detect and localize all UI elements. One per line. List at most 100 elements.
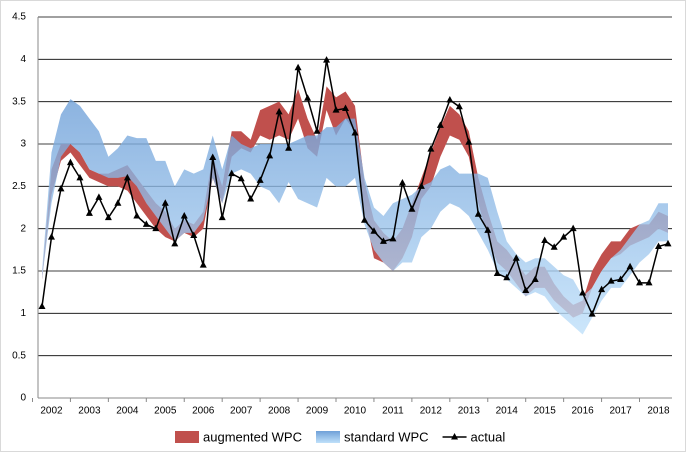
actual-marker <box>199 261 207 268</box>
actual-marker <box>209 153 217 161</box>
actual-marker <box>560 233 568 240</box>
x-tick-label: 2013 <box>458 406 481 417</box>
actual-marker <box>636 278 644 286</box>
x-tick-label: 2008 <box>268 406 291 417</box>
actual-marker <box>484 226 492 233</box>
actual-marker <box>417 182 425 189</box>
actual-marker <box>427 145 435 152</box>
actual-marker <box>598 285 606 293</box>
x-tick-label: 2004 <box>116 406 139 417</box>
y-tick-label: 4.5 <box>12 12 26 23</box>
actual-marker <box>569 224 577 232</box>
y-tick-label: 4 <box>20 54 26 65</box>
actual-marker <box>512 254 520 261</box>
legend-text: actual <box>471 429 506 444</box>
actual-marker <box>474 210 482 217</box>
actual-marker <box>579 289 587 296</box>
actual-marker <box>114 199 122 206</box>
actual-marker <box>152 224 160 232</box>
x-tick-label: 2007 <box>230 406 253 417</box>
actual-marker <box>57 184 65 192</box>
actual-marker <box>389 234 397 242</box>
actual-marker <box>503 273 511 281</box>
actual-marker <box>190 231 198 238</box>
actual-marker <box>76 173 84 181</box>
y-tick-label: 0.5 <box>12 350 26 361</box>
actual-marker <box>38 302 46 310</box>
actual-marker <box>541 236 549 244</box>
x-tick-label: 2009 <box>306 406 329 417</box>
x-tick-label: 2015 <box>534 406 557 417</box>
x-tick-label: 2006 <box>192 406 215 417</box>
actual-marker <box>66 158 74 166</box>
band-area <box>42 99 668 335</box>
actual-marker <box>266 151 274 159</box>
y-tick-label: 3.5 <box>12 96 26 107</box>
actual-marker <box>455 102 463 110</box>
actual-marker <box>323 56 331 63</box>
actual-marker <box>522 286 530 293</box>
y-tick-label: 0 <box>20 393 26 404</box>
x-tick-label: 2010 <box>344 406 367 417</box>
x-tick-label: 2014 <box>496 406 519 417</box>
actual-marker <box>95 193 103 200</box>
legend-swatch <box>316 431 340 443</box>
legend-swatch <box>175 431 199 443</box>
actual-marker <box>247 195 255 202</box>
actual-marker <box>171 239 179 247</box>
actual-marker <box>607 277 615 284</box>
actual-marker <box>493 269 501 277</box>
actual-marker <box>294 63 302 71</box>
actual-marker <box>342 104 350 111</box>
actual-marker <box>588 310 596 317</box>
actual-marker <box>617 275 625 282</box>
x-tick-label: 2018 <box>647 406 670 417</box>
actual-marker <box>379 237 387 244</box>
x-tick-label: 2002 <box>40 406 63 417</box>
actual-marker <box>47 233 55 240</box>
y-tick-label: 3 <box>20 139 26 150</box>
actual-marker <box>446 95 454 103</box>
actual-marker <box>104 213 112 221</box>
actual-marker <box>664 239 672 247</box>
actual-marker <box>228 169 236 177</box>
actual-marker <box>85 209 93 216</box>
actual-marker <box>645 278 653 286</box>
actual-marker <box>332 106 340 113</box>
actual-marker <box>142 220 150 227</box>
actual-marker <box>550 243 558 250</box>
legend-text: augmented WPC <box>203 429 302 444</box>
actual-marker <box>655 242 663 249</box>
actual-marker <box>398 178 406 186</box>
x-tick-label: 2003 <box>78 406 101 417</box>
actual-marker <box>436 121 444 128</box>
x-tick-label: 2017 <box>609 406 632 417</box>
actual-marker <box>123 173 131 181</box>
actual-marker <box>408 205 416 212</box>
actual-marker <box>531 275 539 282</box>
legend-text: standard WPC <box>344 429 429 444</box>
x-tick-label: 2016 <box>572 406 595 417</box>
x-tick-label: 2011 <box>382 406 404 417</box>
y-tick-label: 2.5 <box>12 181 26 192</box>
x-tick-label: 2005 <box>154 406 177 417</box>
actual-marker <box>370 227 378 234</box>
x-tick-label: 2012 <box>420 406 443 417</box>
actual-marker <box>626 262 634 270</box>
actual-marker <box>351 128 359 136</box>
legend-marker <box>451 433 459 440</box>
actual-marker <box>360 216 368 223</box>
actual-marker <box>275 107 283 115</box>
actual-marker <box>256 176 264 183</box>
actual-marker <box>285 144 293 151</box>
actual-marker <box>313 127 321 134</box>
actual-marker <box>237 174 245 182</box>
actual-marker <box>180 211 188 219</box>
actual-marker <box>304 94 312 101</box>
actual-marker <box>465 138 473 145</box>
y-tick-label: 1 <box>20 308 26 319</box>
actual-marker <box>133 211 141 219</box>
actual-marker <box>161 199 169 206</box>
